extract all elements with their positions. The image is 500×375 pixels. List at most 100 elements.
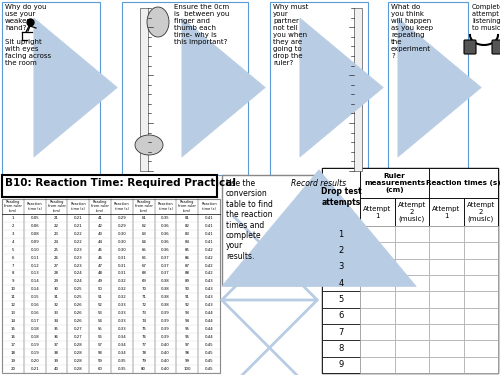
Text: 5: 5 [12,248,14,252]
Text: 0.38: 0.38 [161,296,170,299]
Text: 0.41: 0.41 [204,224,214,228]
Text: Why must
your
partner
not tell
you when
they are
going to
drop the
ruler?: Why must your partner not tell you when … [273,4,308,66]
Text: 0.33: 0.33 [118,327,126,331]
FancyBboxPatch shape [2,2,100,175]
FancyBboxPatch shape [140,8,148,171]
FancyBboxPatch shape [492,40,500,54]
Text: 65: 65 [142,248,146,252]
Text: 0.26: 0.26 [74,303,82,307]
Text: 0.32: 0.32 [118,296,126,299]
FancyBboxPatch shape [394,340,429,357]
Text: 0.38: 0.38 [161,279,170,284]
FancyBboxPatch shape [360,259,394,275]
Text: 52: 52 [98,303,102,307]
Text: 0.10: 0.10 [30,248,39,252]
Text: 39: 39 [54,359,59,363]
Text: 13: 13 [10,311,16,315]
Text: 85: 85 [185,248,190,252]
Text: 0.25: 0.25 [74,287,82,291]
Text: 58: 58 [98,351,102,355]
Text: 28: 28 [54,272,59,276]
FancyBboxPatch shape [354,8,362,171]
Text: 45: 45 [98,248,102,252]
Text: 1: 1 [338,230,344,238]
Text: 3: 3 [338,262,344,272]
Text: 0.28: 0.28 [74,343,82,347]
Text: 9: 9 [338,360,344,369]
Text: 0.44: 0.44 [204,311,214,315]
Text: 3: 3 [12,232,14,236]
Text: 0.43: 0.43 [204,303,214,307]
Text: Why do you
use your
weaker
hand?

Sit upright
with eyes
facing across
the room: Why do you use your weaker hand? Sit upr… [5,4,51,66]
Text: Ensure the 0cm
is  between you
finger and
thumb each
time- why is
this important: Ensure the 0cm is between you finger and… [174,4,230,45]
Text: 99: 99 [185,359,190,363]
Text: 0.28: 0.28 [74,367,82,371]
Text: 0.22: 0.22 [74,240,82,244]
FancyBboxPatch shape [394,324,429,340]
Text: 40: 40 [54,367,59,371]
FancyBboxPatch shape [360,242,394,259]
Text: 23: 23 [54,232,59,236]
FancyBboxPatch shape [394,275,429,291]
Text: 54: 54 [98,319,102,323]
FancyBboxPatch shape [360,324,394,340]
Text: 61: 61 [142,216,146,220]
Text: 0.40: 0.40 [161,367,170,371]
Text: 16: 16 [10,335,16,339]
Text: 60: 60 [98,367,102,371]
Text: 30: 30 [54,287,59,291]
Text: 0.21: 0.21 [30,367,39,371]
Text: 0.36: 0.36 [161,232,170,236]
Text: 0.41: 0.41 [204,216,214,220]
Text: 0.39: 0.39 [161,335,170,339]
FancyBboxPatch shape [429,226,464,242]
FancyBboxPatch shape [429,168,498,198]
Text: Complete
attempt 2
listening
to music: Complete attempt 2 listening to music [472,4,500,31]
Text: 0.31: 0.31 [118,272,126,276]
Text: 0.35: 0.35 [118,359,126,363]
Text: 11: 11 [10,296,16,299]
Ellipse shape [147,7,169,37]
Text: 93: 93 [185,311,190,315]
Text: 0.15: 0.15 [30,296,39,299]
FancyBboxPatch shape [429,324,464,340]
FancyBboxPatch shape [429,242,464,259]
Text: 0.14: 0.14 [30,287,39,291]
Text: 44: 44 [98,240,102,244]
FancyBboxPatch shape [322,324,360,340]
Text: 0.31: 0.31 [118,264,126,267]
Text: 7: 7 [12,264,14,267]
Text: 0.43: 0.43 [204,296,214,299]
Text: 41: 41 [98,216,102,220]
Text: 90: 90 [185,287,190,291]
Text: 49: 49 [98,279,102,284]
Text: Attempt
2
(music): Attempt 2 (music) [398,202,426,222]
Text: 0.25: 0.25 [74,296,82,299]
Text: 26: 26 [54,256,59,260]
Text: 0.40: 0.40 [161,351,170,355]
FancyBboxPatch shape [360,308,394,324]
Text: Drop test
attempts: Drop test attempts [320,187,362,207]
Text: 0.43: 0.43 [204,279,214,284]
Text: 0.32: 0.32 [118,287,126,291]
FancyBboxPatch shape [322,168,360,226]
FancyBboxPatch shape [360,198,394,226]
FancyBboxPatch shape [360,226,394,242]
FancyBboxPatch shape [464,291,498,308]
Text: 27: 27 [54,264,59,267]
Text: 0.17: 0.17 [30,319,39,323]
Text: 19: 19 [10,359,16,363]
Text: 20: 20 [10,367,16,371]
FancyBboxPatch shape [360,168,429,198]
Text: 68: 68 [142,272,146,276]
Text: 0.37: 0.37 [161,272,170,276]
Text: 55: 55 [98,327,102,331]
Text: Reading
from ruler
(cm): Reading from ruler (cm) [48,200,66,213]
Text: 77: 77 [141,343,146,347]
Text: 83: 83 [185,232,190,236]
Text: 98: 98 [185,351,190,355]
Text: Attempt
1: Attempt 1 [363,206,392,219]
FancyBboxPatch shape [464,275,498,291]
Text: 0.28: 0.28 [74,359,82,363]
Text: 38: 38 [54,351,59,355]
